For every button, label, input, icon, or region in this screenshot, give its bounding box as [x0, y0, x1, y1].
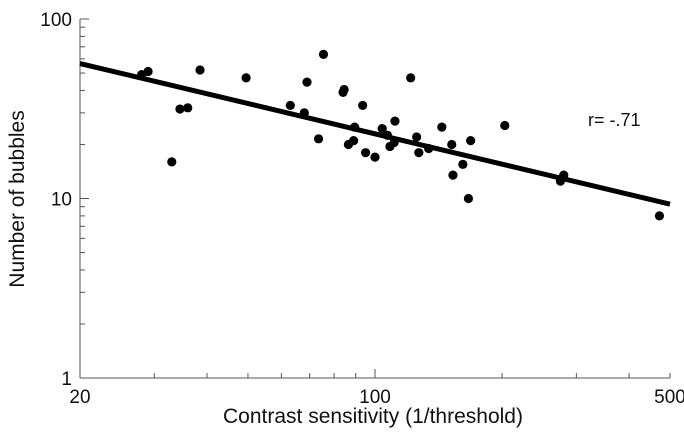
data-point — [195, 65, 205, 75]
data-point — [167, 157, 177, 167]
y-axis-label: Number of bubbles — [6, 110, 29, 287]
data-point — [437, 122, 447, 132]
data-point — [299, 108, 309, 118]
y-tick-label: 1 — [61, 369, 72, 390]
data-point — [447, 139, 457, 150]
x-tick-label: 20 — [69, 387, 90, 408]
data-point — [313, 134, 324, 144]
y-tick-label: 100 — [40, 10, 72, 31]
data-point — [370, 152, 380, 162]
data-point — [463, 193, 474, 204]
data-point — [360, 148, 371, 158]
data-point — [414, 148, 424, 158]
data-point — [241, 73, 251, 83]
data-point — [358, 100, 368, 111]
regression-line-group — [79, 61, 671, 207]
data-point — [390, 116, 400, 126]
data-point — [350, 122, 360, 132]
data-point — [458, 159, 468, 169]
data-point — [377, 124, 387, 134]
data-point — [175, 104, 185, 114]
data-point — [424, 143, 434, 154]
data-point — [389, 137, 399, 148]
regression-line — [79, 61, 671, 207]
data-point — [466, 136, 476, 146]
data-point — [382, 130, 393, 140]
x-tick-label: 500 — [654, 387, 684, 408]
y-tick-label: 10 — [51, 190, 72, 211]
data-point — [318, 49, 329, 60]
data-point — [183, 103, 193, 113]
x-tick-label: 100 — [359, 387, 391, 408]
data-point — [143, 66, 153, 77]
data-point — [339, 84, 349, 95]
data-points — [137, 49, 665, 221]
data-point — [406, 73, 416, 83]
correlation-annotation: r= -.71 — [588, 110, 641, 130]
data-point — [302, 77, 312, 87]
x-axis-label: Contrast sensitivity (1/threshold) — [223, 405, 523, 428]
data-point — [559, 170, 569, 180]
data-point — [285, 100, 295, 111]
data-point — [448, 170, 458, 180]
data-point — [654, 211, 665, 221]
axes: 1 10 100 20 100 500 — [40, 10, 684, 408]
data-point — [349, 136, 359, 146]
data-point — [500, 120, 510, 131]
data-point — [412, 132, 422, 142]
